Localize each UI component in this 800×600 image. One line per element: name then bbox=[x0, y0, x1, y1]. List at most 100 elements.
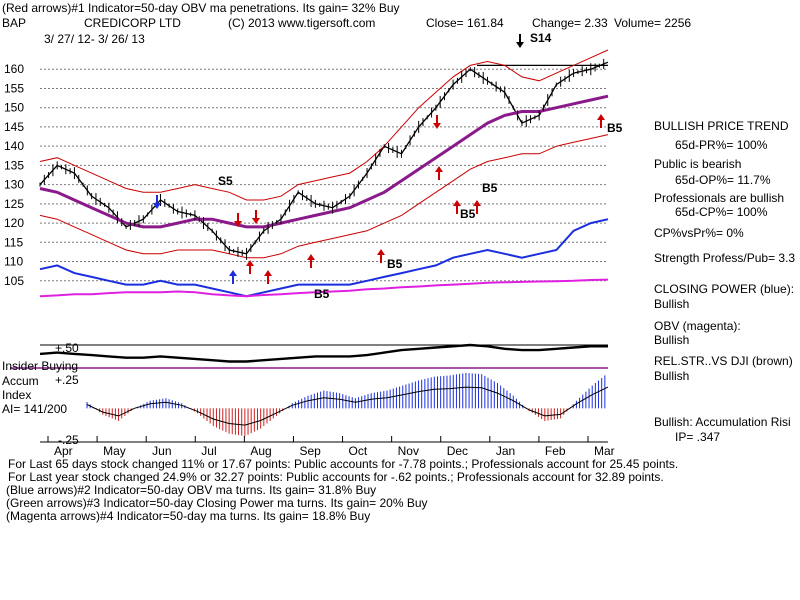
date-range: 3/ 27/ 12- 3/ 26/ 13 bbox=[44, 32, 145, 46]
up-arrow bbox=[229, 270, 237, 284]
up-arrow bbox=[246, 260, 254, 274]
series-line-price-close bbox=[39, 61, 609, 255]
footer-line: For Last year stock changed 24.9% or 32.… bbox=[8, 470, 664, 484]
arrow-head bbox=[153, 203, 161, 209]
up-arrow bbox=[435, 166, 443, 180]
price-tick-label: 145 bbox=[4, 120, 24, 134]
copyright-text: (C) 2013 www.tigersoft.com bbox=[228, 16, 375, 30]
up-arrow bbox=[597, 114, 605, 128]
price-tick-label: 110 bbox=[4, 255, 23, 269]
footer-line: (Magenta arrows)#4 Indicator=50-day ma t… bbox=[6, 509, 370, 523]
side-panel-line: Bullish bbox=[654, 333, 689, 347]
indicator-tick-plus25: +.25 bbox=[55, 373, 79, 387]
side-panel-line: Bullish bbox=[654, 297, 689, 311]
side-panel: BULLISH PRICE TREND 65d-PR%= 100% Public i… bbox=[654, 119, 795, 444]
month-label: Mar bbox=[594, 444, 615, 458]
month-label: Nov bbox=[398, 444, 419, 458]
month-label: Aug bbox=[250, 444, 271, 458]
side-panel-line: Bullish: Accumulation Risi bbox=[654, 415, 791, 429]
indicator-tick-minus25: -.25 bbox=[58, 433, 79, 447]
series-line-upper-band bbox=[39, 49, 609, 201]
price-tick-label: 135 bbox=[4, 158, 24, 172]
side-panel-line: 65d-CP%= 100% bbox=[675, 205, 768, 219]
footer-line: For Last 65 days stock changed 11% or 17… bbox=[8, 457, 678, 471]
side-panel-line: OBV (magenta): bbox=[654, 319, 741, 333]
indicator-plot-area bbox=[10, 343, 609, 437]
down-arrow bbox=[252, 210, 260, 224]
price-tick-label: 155 bbox=[4, 81, 24, 95]
insider-buying-label: Insider Buying bbox=[2, 359, 78, 373]
side-panel-line: Strength Profess/Pub= 3.3 bbox=[654, 251, 795, 265]
price-axis: 105 110 115 120 125 130 135 140 145 150 155 160 bbox=[4, 62, 24, 288]
volume-value: Volume= 2256 bbox=[614, 16, 691, 30]
month-label: Feb bbox=[545, 444, 566, 458]
series-line-lower-band bbox=[39, 134, 609, 259]
up-arrow bbox=[307, 254, 315, 268]
index-label: Index bbox=[2, 388, 31, 402]
arrow-head bbox=[473, 200, 481, 206]
accum-smoothing-line bbox=[86, 386, 609, 426]
footer-line: (Blue arrows)#2 Indicator=50-day OBV ma … bbox=[6, 483, 376, 497]
price-tick-label: 115 bbox=[4, 235, 23, 249]
month-axis: Apr May Jun Jul Aug Sep Oct Nov Dec Jan Feb Mar bbox=[40, 436, 615, 458]
close-value: Close= 161.84 bbox=[426, 16, 504, 30]
arrow-head bbox=[433, 123, 441, 129]
side-panel-line: IP= .347 bbox=[675, 430, 720, 444]
annotation-b5: B5 bbox=[460, 207, 476, 221]
side-panel-line: Public is bearish bbox=[654, 157, 741, 171]
header-red-arrows-line: (Red arrows)#1 Indicator=50-day OBV ma p… bbox=[2, 1, 400, 15]
change-value: Change= 2.33 bbox=[532, 16, 608, 30]
month-label: Apr bbox=[54, 444, 73, 458]
arrow-head bbox=[435, 166, 443, 172]
annotation-s14: S14 bbox=[530, 31, 552, 45]
series-line-closing-power-blue bbox=[39, 218, 609, 298]
side-panel-line: 65d-OP%= 11.7% bbox=[675, 173, 771, 187]
arrow-head bbox=[234, 221, 242, 227]
series-line-obv-magenta bbox=[39, 278, 609, 298]
footer-notes: For Last 65 days stock changed 11% or 17… bbox=[6, 457, 678, 523]
annotation-b5: B5 bbox=[314, 287, 330, 301]
annotation-b5: B5 bbox=[607, 121, 623, 135]
month-label: Dec bbox=[447, 444, 468, 458]
side-panel-line: Professionals are bullish bbox=[654, 191, 784, 205]
annotation-b5: B5 bbox=[482, 181, 498, 195]
up-arrow bbox=[473, 200, 481, 214]
side-panel-line: CP%vsPr%= 0% bbox=[654, 226, 744, 240]
signal-arrows bbox=[153, 34, 605, 284]
price-tick-label: 105 bbox=[4, 274, 24, 288]
ai-score-label: AI= 141/200 bbox=[2, 402, 67, 416]
side-panel-line: 65d-PR%= 100% bbox=[675, 138, 768, 152]
up-arrow bbox=[264, 270, 272, 284]
price-tick-label: 150 bbox=[4, 101, 24, 115]
price-plot-area bbox=[39, 49, 609, 298]
arrow-head bbox=[252, 218, 260, 224]
up-arrow bbox=[377, 249, 385, 263]
price-tick-label: 140 bbox=[4, 139, 24, 153]
footer-line: (Green arrows)#3 Indicator=50-day Closin… bbox=[6, 496, 428, 510]
month-label: Jan bbox=[496, 444, 515, 458]
price-tick-label: 160 bbox=[4, 62, 24, 76]
arrow-head bbox=[229, 270, 237, 276]
annotation-s5: S5 bbox=[218, 174, 233, 188]
up-arrow bbox=[453, 200, 461, 214]
down-arrow bbox=[153, 195, 161, 209]
arrow-head bbox=[246, 260, 254, 266]
month-label: May bbox=[103, 444, 126, 458]
price-tick-label: 125 bbox=[4, 197, 24, 211]
arrow-head bbox=[307, 254, 315, 260]
down-arrow bbox=[234, 213, 242, 227]
side-panel-line: BULLISH PRICE TREND bbox=[654, 119, 789, 133]
side-panel-line: REL.STR..VS DJI (brown) bbox=[654, 354, 793, 368]
arrow-head bbox=[453, 200, 461, 206]
side-panel-line: CLOSING POWER (blue): bbox=[654, 282, 794, 296]
price-tick-label: 120 bbox=[4, 216, 24, 230]
arrow-head bbox=[264, 270, 272, 276]
indicator-tick-plus50: +.50 bbox=[55, 341, 79, 355]
arrow-head bbox=[377, 249, 385, 255]
down-arrow bbox=[433, 115, 441, 129]
month-label: Sep bbox=[299, 444, 321, 458]
arrow-head bbox=[597, 114, 605, 120]
month-label: Jul bbox=[201, 444, 216, 458]
month-label: Jun bbox=[152, 444, 171, 458]
